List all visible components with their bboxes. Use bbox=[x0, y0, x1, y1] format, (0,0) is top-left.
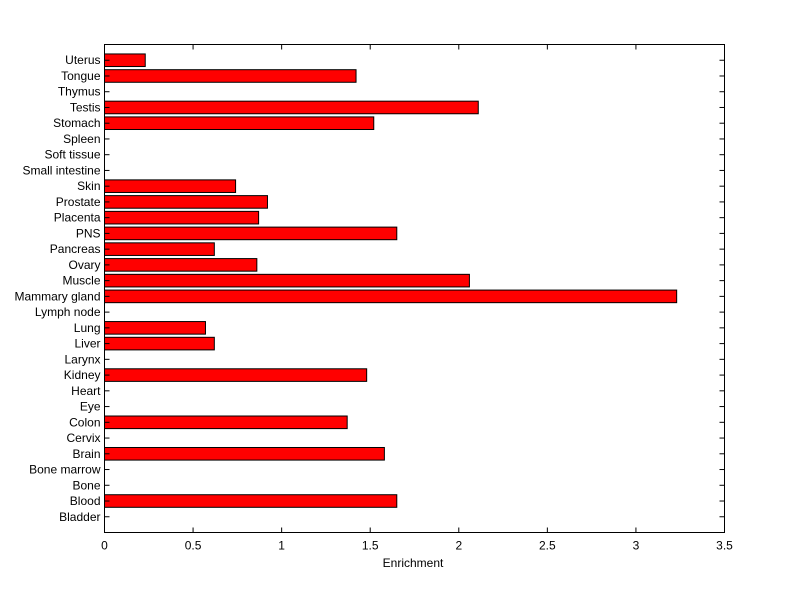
category-label-bone: Bone bbox=[72, 478, 100, 492]
category-label-larynx: Larynx bbox=[64, 352, 100, 366]
category-label-prostate: Prostate bbox=[56, 195, 101, 209]
x-tick-label: 3.5 bbox=[716, 539, 733, 553]
category-label-placenta: Placenta bbox=[54, 211, 101, 225]
bar-skin bbox=[104, 179, 237, 193]
category-label-liver: Liver bbox=[74, 337, 100, 351]
bar-tongue bbox=[104, 69, 357, 83]
x-tick-label: 0.5 bbox=[185, 539, 202, 553]
bar-colon bbox=[104, 415, 348, 430]
category-label-uterus: Uterus bbox=[65, 53, 100, 67]
category-label-tongue: Tongue bbox=[61, 69, 101, 83]
category-label-ovary: Ovary bbox=[68, 258, 100, 272]
category-label-thymus: Thymus bbox=[58, 85, 101, 99]
x-tick-label: 1.5 bbox=[362, 539, 379, 553]
category-label-colon: Colon bbox=[69, 415, 100, 429]
category-label-pns: PNS bbox=[76, 226, 101, 240]
bar-brain bbox=[104, 446, 385, 461]
category-label-lymph-node: Lymph node bbox=[35, 305, 101, 319]
bar-placenta bbox=[104, 210, 260, 225]
x-tick-label: 2 bbox=[455, 539, 462, 553]
bar-blood bbox=[104, 494, 398, 508]
x-tick-label: 0 bbox=[101, 539, 108, 553]
x-tick-label: 2.5 bbox=[539, 539, 556, 553]
bar-kidney bbox=[104, 368, 368, 382]
bar-pns bbox=[104, 226, 398, 241]
x-axis-label: Enrichment bbox=[383, 556, 444, 570]
category-label-pancreas: Pancreas bbox=[50, 242, 101, 256]
category-label-bone-marrow: Bone marrow bbox=[29, 463, 101, 477]
category-label-mammary-gland: Mammary gland bbox=[14, 289, 100, 303]
bar-uterus bbox=[104, 53, 146, 68]
bar-mammary-gland bbox=[104, 289, 678, 304]
bars-group bbox=[104, 53, 678, 508]
bar-muscle bbox=[104, 273, 470, 288]
bar-stomach bbox=[104, 116, 375, 131]
bar-ovary bbox=[104, 258, 258, 272]
category-label-small-intestine: Small intestine bbox=[22, 163, 100, 177]
category-label-muscle: Muscle bbox=[62, 274, 100, 288]
plot-frame bbox=[104, 44, 725, 533]
x-tick-labels-group: 0 0.5 1 1.5 2 2.5 3 3.5 bbox=[101, 539, 733, 553]
category-label-bladder: Bladder bbox=[59, 510, 100, 524]
category-label-skin: Skin bbox=[77, 179, 100, 193]
x-tick-label: 3 bbox=[633, 539, 640, 553]
bar-pancreas bbox=[104, 242, 215, 256]
category-label-brain: Brain bbox=[72, 447, 100, 461]
category-label-heart: Heart bbox=[71, 384, 101, 398]
category-label-eye: Eye bbox=[80, 400, 101, 414]
category-label-soft-tissue: Soft tissue bbox=[44, 148, 100, 162]
bar-testis bbox=[104, 100, 479, 115]
x-tick-label: 1 bbox=[278, 539, 285, 553]
category-label-blood: Blood bbox=[70, 494, 101, 508]
category-label-lung: Lung bbox=[74, 321, 101, 335]
category-label-testis: Testis bbox=[70, 100, 101, 114]
bar-prostate bbox=[104, 195, 268, 209]
category-label-cervix: Cervix bbox=[66, 431, 100, 445]
category-label-kidney: Kidney bbox=[64, 368, 101, 382]
category-label-stomach: Stomach bbox=[53, 116, 100, 130]
bar-lung bbox=[104, 321, 206, 335]
category-label-spleen: Spleen bbox=[63, 132, 100, 146]
bar-liver bbox=[104, 336, 215, 351]
